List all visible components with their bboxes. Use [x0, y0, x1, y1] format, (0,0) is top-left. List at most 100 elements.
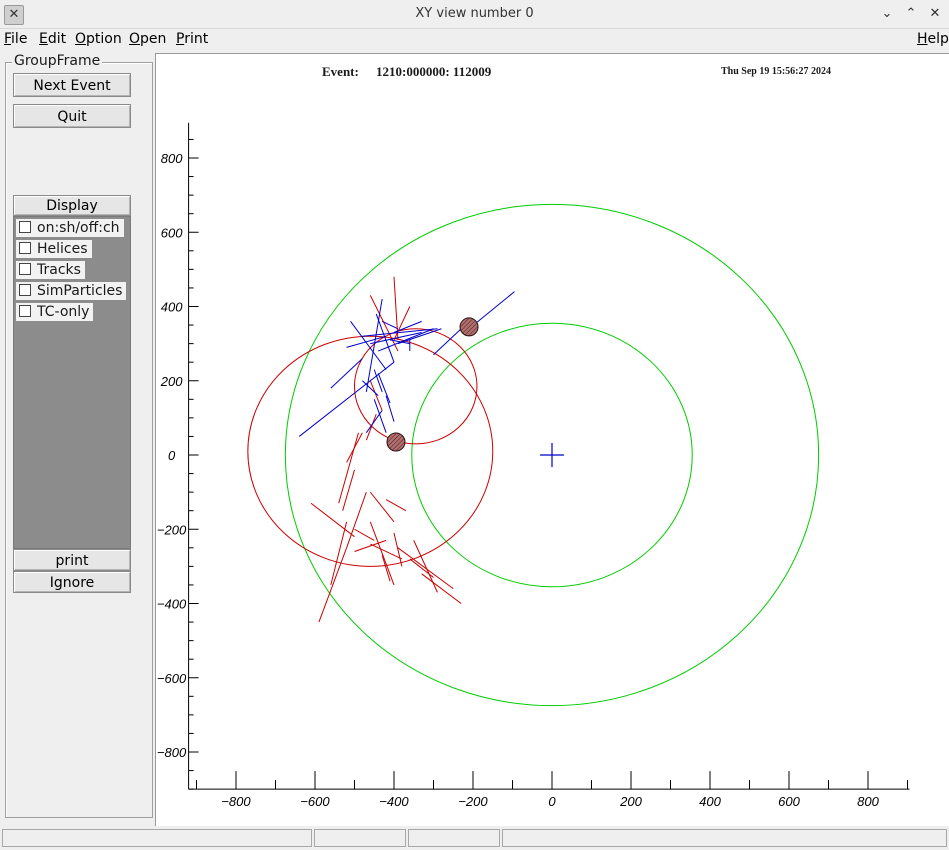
menu-print[interactable]: Print — [176, 31, 209, 47]
y-tick-label: 600 — [161, 225, 183, 240]
status-cell-2 — [314, 829, 406, 847]
checkbox-icon[interactable] — [19, 242, 31, 254]
status-cell-4 — [502, 829, 947, 847]
checkbox-icon[interactable] — [19, 305, 31, 317]
red-hit-segment — [385, 499, 407, 512]
red-hit-segment — [393, 306, 411, 341]
xy-view-canvas[interactable]: Event: 1210:000000: 112009 Thu Sep 19 15… — [155, 53, 949, 826]
x-tick-label: 800 — [857, 794, 879, 809]
menu-file[interactable]: File — [4, 31, 28, 47]
blue-hit-segment — [362, 328, 438, 337]
window-title: XY view number 0 — [415, 6, 534, 21]
red-hit-segment — [338, 432, 359, 504]
next-event-button[interactable]: Next Event — [13, 73, 131, 97]
status-bar — [0, 827, 949, 850]
red-hit-segment — [354, 528, 375, 541]
red-hit-segment — [413, 540, 438, 593]
status-cell-3 — [408, 829, 500, 847]
blue-hit-segment — [381, 320, 399, 330]
red-hit-segment — [393, 276, 399, 340]
red-hit-segment — [393, 532, 403, 567]
x-tick-label: 200 — [619, 794, 642, 809]
menu-option[interactable]: Option — [75, 31, 122, 47]
red-hit-segment — [369, 380, 383, 411]
menu-open[interactable]: Open — [129, 31, 167, 47]
blue-hit-segment — [373, 399, 387, 433]
detector-circle — [411, 322, 693, 588]
blue-hit-segment — [373, 369, 383, 393]
display-header: Display — [13, 195, 131, 216]
checkbox-label: Helices — [37, 241, 88, 257]
window-titlebar: ✕ XY view number 0 ⌄ ⌃ ✕ — [0, 0, 949, 29]
checkbox-label: Tracks — [37, 262, 81, 278]
helix-circle — [354, 328, 478, 445]
calo-cluster-marker — [459, 317, 479, 337]
blue-hit-segment — [365, 298, 383, 392]
x-tick-label: 0 — [548, 794, 556, 809]
app-x-icon: ✕ — [4, 5, 24, 25]
y-tick-label: 400 — [161, 300, 183, 315]
blue-hit-segment — [378, 328, 434, 352]
checkbox-icon[interactable] — [19, 263, 31, 275]
checkbox-label: TC-only — [37, 304, 90, 320]
maximize-icon[interactable]: ⌃ — [905, 6, 917, 21]
blue-hit-segment — [393, 320, 422, 333]
red-hit-segment — [318, 547, 348, 623]
y-tick-label: −400 — [157, 597, 187, 612]
red-hit-segment — [346, 491, 367, 548]
checkbox-tracks[interactable]: Tracks — [16, 261, 85, 279]
red-hit-segment — [354, 539, 387, 552]
red-hit-segment — [346, 432, 363, 463]
x-tick-label: −800 — [221, 794, 251, 809]
blue-hit-segment — [377, 373, 391, 404]
quit-button[interactable]: Quit — [13, 104, 131, 128]
detector-circle — [284, 203, 820, 707]
menu-help[interactable]: Help — [917, 31, 949, 47]
y-tick-label: −800 — [157, 745, 187, 760]
checkbox-icon[interactable] — [19, 284, 31, 296]
y-tick-label: 200 — [160, 374, 183, 389]
red-hit-segment — [330, 521, 348, 586]
xy-plot: −800 −600 −400 −200 0 200 400 600 800 800 600 400 20… — [157, 122, 910, 809]
menu-edit[interactable]: Edit — [39, 31, 67, 47]
y-tick-label: 0 — [168, 448, 176, 463]
blue-hit-segment — [397, 328, 442, 345]
red-hit-segment — [369, 491, 395, 523]
checkbox-label: on:sh/off:ch — [37, 220, 120, 236]
red-hit-segment — [397, 547, 454, 590]
x-tick-label: −400 — [379, 794, 409, 809]
checkbox-icon[interactable] — [19, 221, 31, 233]
status-cell-1 — [2, 829, 312, 847]
red-hit-segment — [370, 543, 403, 560]
print-button[interactable]: print — [13, 549, 131, 571]
checkbox-simparticles[interactable]: SimParticles — [16, 282, 127, 300]
checkbox-on-sh-off-ch[interactable]: on:sh/off:ch — [16, 219, 124, 237]
event-label: Event: — [322, 64, 359, 79]
red-hit-segment — [381, 555, 391, 582]
checkbox-helices[interactable]: Helices — [16, 240, 92, 258]
minimize-icon[interactable]: ⌄ — [881, 6, 893, 21]
y-tick-label: −600 — [157, 671, 187, 686]
red-hit-segment — [421, 573, 462, 604]
checkbox-tc-only[interactable]: TC-only — [16, 303, 94, 321]
blue-hit-segment — [385, 395, 395, 422]
blue-hit-segment — [346, 335, 387, 348]
ignore-button[interactable]: Ignore — [13, 571, 131, 593]
blue-hit-segment — [375, 313, 395, 363]
blue-hit-segment — [350, 321, 387, 370]
event-timestamp: Thu Sep 19 15:56:27 2024 — [721, 66, 832, 77]
y-tick-label: 800 — [161, 151, 183, 166]
x-tick-label: 600 — [778, 794, 800, 809]
group-frame-title: GroupFrame — [12, 53, 103, 69]
red-hit-segment — [369, 521, 395, 586]
calo-cluster-marker — [386, 432, 406, 452]
red-hit-segment — [310, 502, 355, 538]
blue-hit-segment — [362, 380, 379, 396]
red-hit-segment — [365, 413, 377, 441]
red-hit-segment — [369, 295, 399, 352]
close-icon[interactable]: ✕ — [929, 6, 941, 21]
red-hit-segment — [409, 558, 434, 578]
y-tick-label: −200 — [157, 522, 187, 537]
event-id: 1210:000000: 112009 — [376, 64, 492, 79]
blue-hit-segment — [389, 339, 410, 345]
